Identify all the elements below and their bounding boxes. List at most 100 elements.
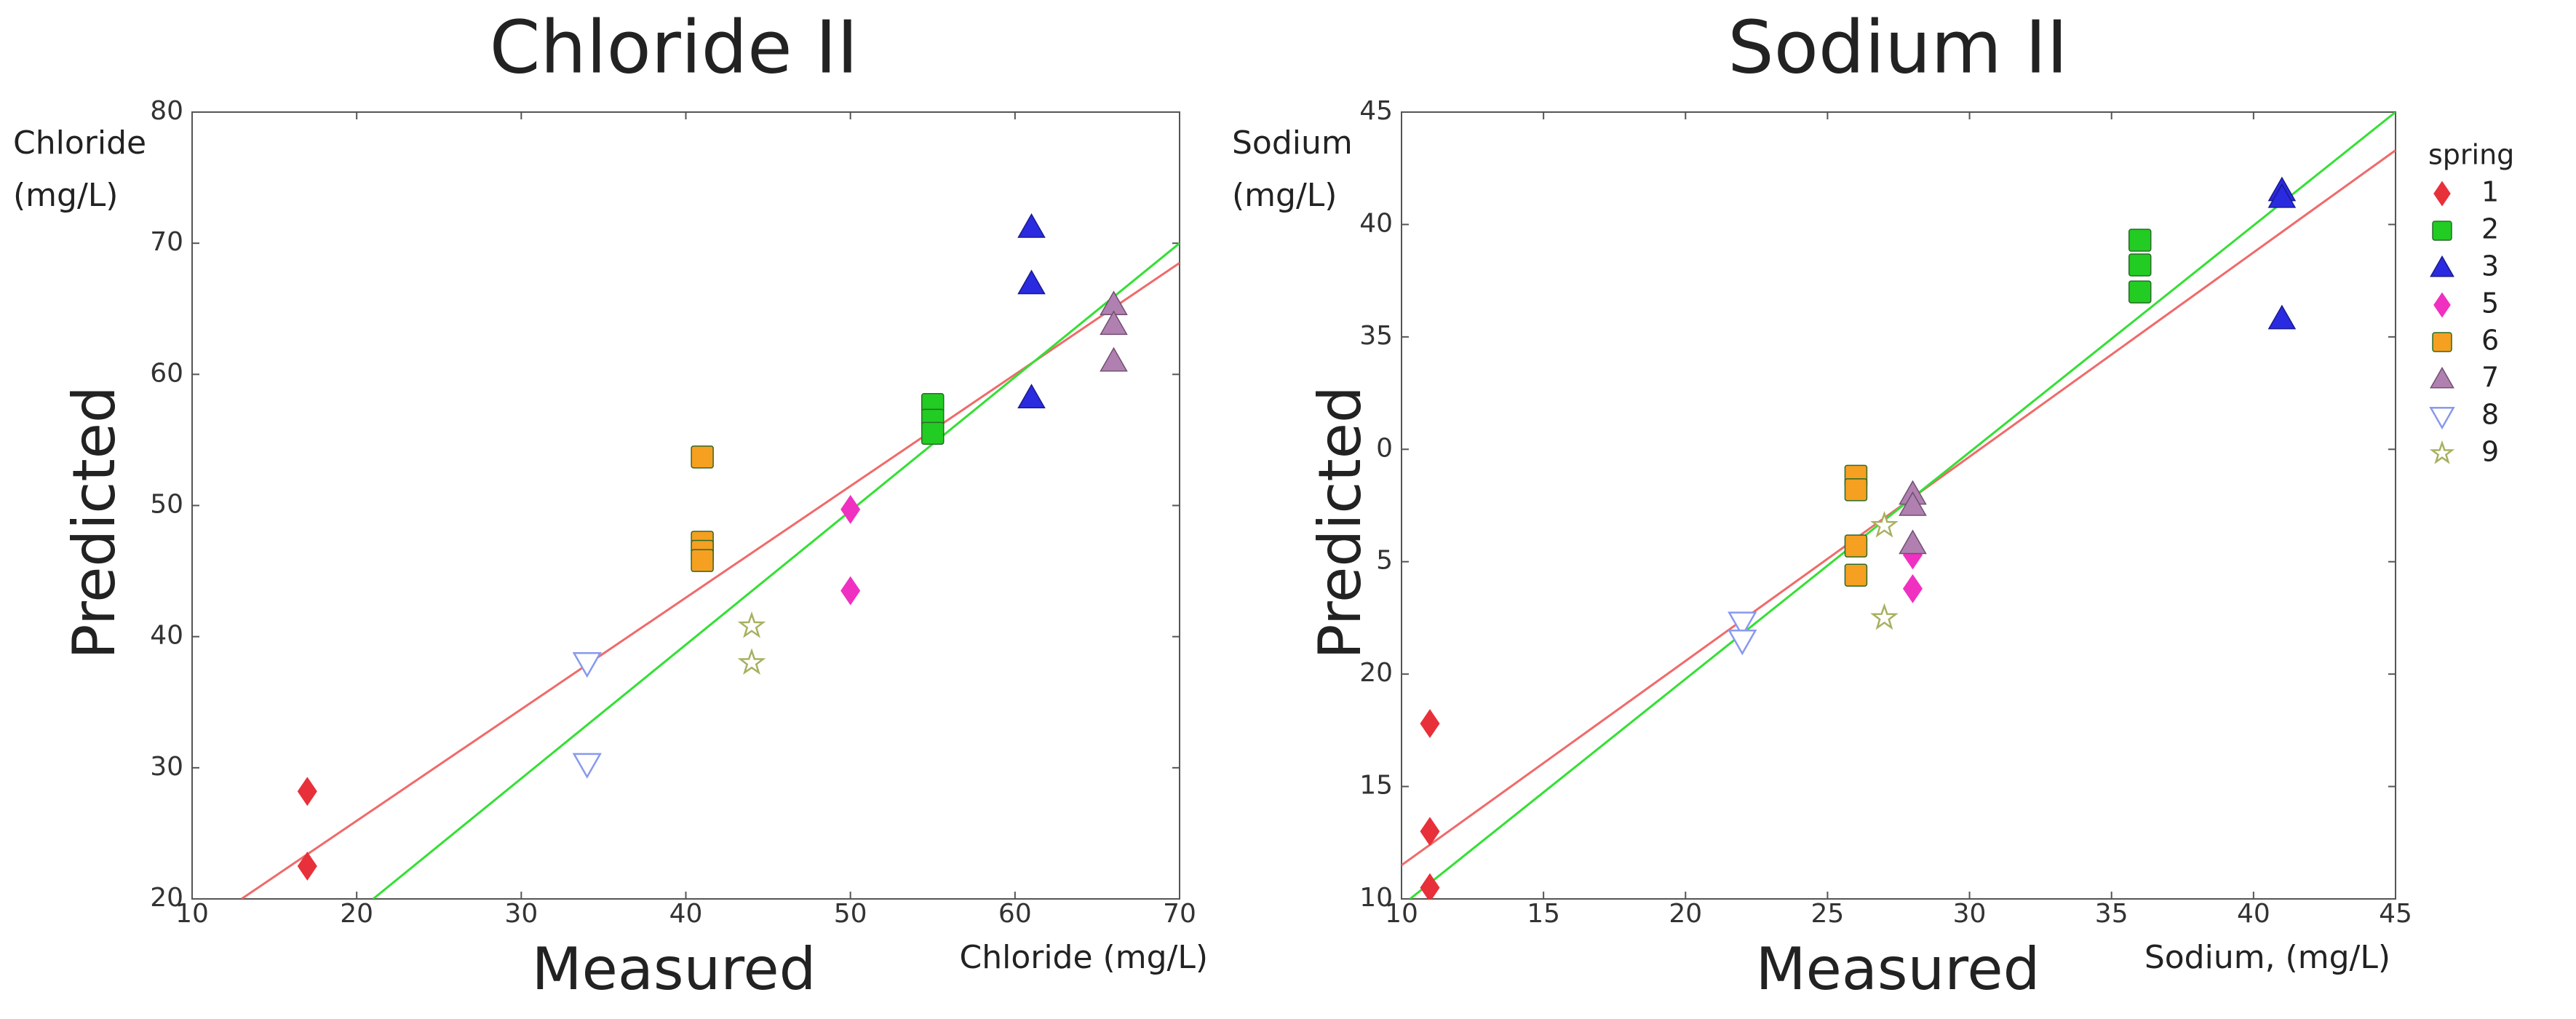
x-axis-label: Measured	[1756, 935, 2040, 1003]
y-tick-label: 20	[150, 883, 183, 913]
marker	[2128, 229, 2152, 252]
marker	[840, 494, 861, 524]
marker	[297, 852, 317, 881]
marker	[1017, 213, 1046, 238]
legend-marker	[2433, 292, 2451, 318]
y-tick-label: 70	[150, 227, 183, 257]
x-tick-label: 60	[998, 899, 1032, 929]
legend-marker	[2430, 366, 2454, 389]
x-tick-label: 25	[1811, 899, 1845, 929]
marker	[1100, 310, 1128, 336]
marker	[737, 611, 766, 638]
marker	[1870, 603, 1899, 630]
x-tick-label: 70	[1163, 899, 1196, 929]
marker	[691, 445, 714, 469]
marker	[572, 651, 602, 678]
x-tick-label: 45	[2379, 899, 2412, 929]
marker	[737, 648, 766, 675]
marker	[1844, 534, 1868, 558]
legend-label: 3	[2481, 250, 2499, 282]
x-tick-label: 40	[669, 899, 703, 929]
marker	[1870, 510, 1899, 538]
x-tick-label: 10	[1385, 899, 1418, 929]
marker	[691, 549, 714, 572]
y-tick-label: 0	[1376, 433, 1393, 463]
x-tick-label: 30	[1953, 899, 1987, 929]
chart-title: Sodium II	[1728, 4, 2067, 90]
y-tick-label: 40	[1359, 208, 1393, 238]
chart-title: Chloride II	[490, 4, 859, 90]
legend-label: 2	[2481, 213, 2499, 245]
plot-frame	[1401, 111, 2396, 900]
y-tick-label: 30	[150, 752, 183, 782]
marker	[1844, 478, 1868, 501]
marker	[2128, 253, 2152, 277]
y-unit-label: Sodium	[1232, 124, 1353, 162]
legend-marker	[2432, 332, 2452, 352]
marker	[921, 421, 945, 445]
legend-marker	[2430, 255, 2454, 277]
legend-label: 8	[2481, 399, 2499, 431]
marker	[1420, 817, 1440, 846]
plot-area	[1402, 112, 2396, 899]
x-tick-label: 20	[1669, 899, 1702, 929]
fit-line	[1409, 112, 2396, 899]
marker	[1017, 269, 1046, 295]
x-tick-label: 30	[504, 899, 538, 929]
marker	[572, 753, 602, 779]
y-unit-label: (mg/L)	[1232, 177, 1337, 214]
x-tick-label: 15	[1527, 899, 1560, 929]
y-tick-label: 15	[1359, 771, 1393, 801]
marker	[1100, 346, 1128, 372]
marker	[2128, 280, 2152, 304]
y-tick-label: 40	[150, 621, 183, 651]
legend-marker	[2432, 221, 2452, 241]
fit-line	[241, 261, 1180, 899]
legend-marker	[2433, 181, 2451, 207]
marker	[1902, 574, 1923, 603]
x-axis-label: Measured	[532, 935, 816, 1003]
y-tick-label: 20	[1359, 658, 1393, 688]
x-tick-label: 20	[340, 899, 373, 929]
x-tick-label: 50	[834, 899, 867, 929]
fit-line	[372, 242, 1180, 899]
marker	[1728, 611, 1757, 638]
y-tick-label: 50	[150, 490, 183, 520]
marker	[297, 777, 317, 806]
legend-label: 9	[2481, 436, 2499, 468]
legend-label: 6	[2481, 325, 2499, 357]
x-tick-label: 10	[175, 899, 209, 929]
y-unit-label: (mg/L)	[13, 177, 118, 214]
marker	[2267, 183, 2297, 208]
marker	[1420, 709, 1440, 739]
marker	[1420, 873, 1440, 899]
x-tick-label: 40	[2237, 899, 2270, 929]
plot-area	[241, 213, 1180, 899]
y-tick-label: 5	[1376, 546, 1393, 576]
y-axis-label: Predicted	[1306, 386, 1374, 659]
legend-label: 5	[2481, 288, 2499, 320]
marker	[1844, 563, 1868, 587]
x-unit-label: Sodium, (mg/L)	[2144, 939, 2390, 976]
y-axis-label: Predicted	[60, 386, 128, 659]
legend-title: spring	[2428, 139, 2514, 171]
marker	[1899, 529, 1927, 555]
x-unit-label: Chloride (mg/L)	[959, 939, 1208, 976]
y-tick-label: 80	[150, 96, 183, 126]
y-tick-label: 45	[1359, 96, 1393, 126]
y-unit-label: Chloride	[13, 124, 146, 162]
marker	[1728, 630, 1757, 656]
y-tick-label: 35	[1359, 321, 1393, 351]
marker	[2267, 304, 2297, 330]
x-tick-label: 35	[2095, 899, 2128, 929]
marker	[1899, 491, 1927, 516]
y-tick-label: 60	[150, 358, 183, 388]
marker	[840, 576, 861, 606]
marker	[1017, 384, 1046, 409]
legend-label: 1	[2481, 176, 2499, 208]
legend-label: 7	[2481, 362, 2499, 394]
legend-marker	[2429, 440, 2455, 464]
legend-marker	[2429, 407, 2455, 430]
y-tick-label: 10	[1359, 883, 1393, 913]
